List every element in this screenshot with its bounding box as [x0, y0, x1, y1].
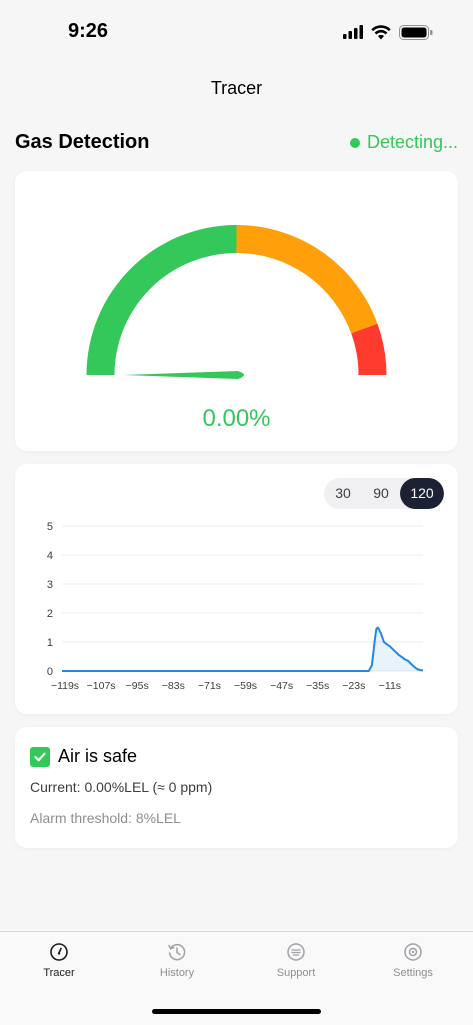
tab-tracer[interactable]: Tracer	[14, 942, 104, 979]
gauge	[86, 225, 387, 379]
x-tick-label: −71s	[198, 680, 221, 692]
x-tick-label: −95s	[126, 680, 149, 692]
home-indicator	[152, 1009, 321, 1014]
tab-support[interactable]: Support	[251, 942, 341, 979]
status-time: 9:26	[68, 20, 109, 42]
range-90[interactable]: 90	[373, 485, 389, 501]
x-tick-label: −83s	[162, 680, 185, 692]
y-tick-label: 0	[47, 666, 53, 678]
gauge-warning-arc	[236, 225, 378, 334]
detecting-status-label: Detecting...	[366, 132, 458, 152]
current-reading: Current: 0.00%LEL (≈ 0 ppm)	[30, 779, 213, 795]
info-card: Air is safe Current: 0.00%LEL (≈ 0 ppm) …	[15, 727, 458, 848]
chat-icon	[287, 943, 305, 961]
x-tick-label: −11s	[379, 680, 401, 692]
gauge-danger-arc	[351, 323, 387, 375]
series-line	[62, 626, 424, 672]
y-tick-label: 2	[47, 608, 53, 620]
y-tick-label: 1	[47, 637, 53, 649]
tab-settings[interactable]: Settings	[368, 942, 458, 979]
wifi-icon	[371, 24, 391, 39]
tab-history[interactable]: History	[132, 942, 222, 979]
y-tick-label: 3	[47, 579, 53, 591]
safe-row: Air is safe	[30, 746, 137, 767]
section-title: Gas Detection	[15, 131, 150, 153]
detecting-status: Detecting...	[349, 132, 458, 153]
air-safe-label: Air is safe	[58, 746, 138, 766]
signal-icon	[343, 25, 363, 39]
gauge-value: 0.00%	[202, 405, 271, 432]
status-icons	[343, 22, 433, 42]
range-120[interactable]: 120	[400, 478, 444, 509]
x-tick-label: −35s	[306, 680, 329, 692]
series-area	[62, 627, 423, 671]
tab-support-label: Support	[276, 967, 316, 979]
battery-icon	[399, 24, 433, 40]
history-icon	[168, 943, 186, 961]
x-tick-label: −47s	[270, 680, 293, 692]
gauge-safe-arc	[86, 225, 237, 375]
nav-title: Tracer	[210, 78, 263, 98]
x-tick-label: −59s	[234, 680, 257, 692]
check-icon	[30, 746, 50, 767]
gauge-icon	[50, 943, 68, 961]
y-tick-label: 5	[47, 521, 53, 533]
chart-card: 30 90 120 0 1 2 3 4 5 −119s −107s −95s −83s −71s −5…	[15, 464, 458, 714]
tab-tracer-label: Tracer	[43, 967, 75, 979]
range-30[interactable]: 30	[335, 485, 351, 501]
gas-chart: 0 1 2 3 4 5 −119s −107s −95s −83s −71s −59s −47s −35s…	[47, 521, 424, 692]
gauge-card: 0.00%	[15, 171, 458, 451]
tab-history-label: History	[159, 967, 195, 979]
status-bar: 9:26	[0, 0, 473, 60]
alarm-threshold: Alarm threshold: 8%LEL	[30, 810, 181, 826]
status-dot-icon	[349, 137, 360, 148]
x-tick-label: −119s	[51, 680, 79, 692]
gauge-needle	[123, 371, 244, 379]
tab-settings-label: Settings	[393, 967, 433, 979]
y-tick-label: 4	[47, 550, 53, 562]
x-tick-label: −23s	[342, 680, 365, 692]
range-toggle: 30 90 120	[324, 478, 444, 509]
settings-icon	[404, 943, 422, 961]
x-tick-label: −107s	[87, 680, 116, 692]
